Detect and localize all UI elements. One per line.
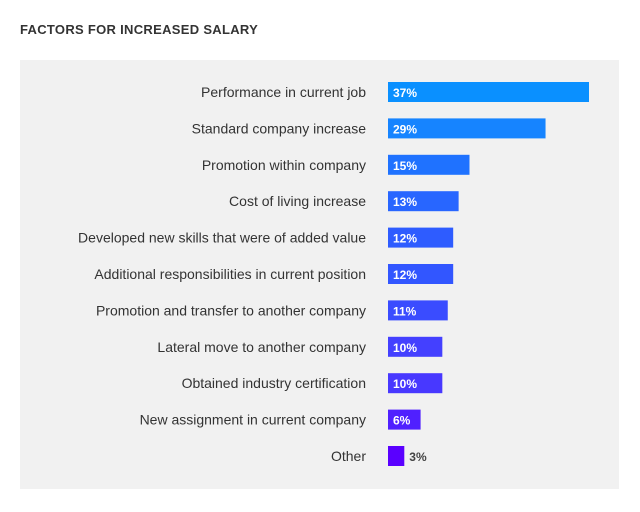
category-label: Promotion within company (202, 157, 366, 173)
data-label: 10% (393, 341, 417, 355)
data-label: 13% (393, 195, 417, 209)
data-label: 12% (393, 268, 417, 282)
category-label: Lateral move to another company (157, 339, 366, 355)
bar (388, 118, 546, 139)
bar (388, 264, 454, 284)
bar (388, 82, 589, 102)
category-label: Promotion and transfer to another compan… (96, 302, 366, 318)
data-label: 29% (393, 122, 417, 136)
category-label: Standard company increase (192, 120, 367, 136)
bar (388, 191, 459, 212)
chart-title: FACTORS FOR INCREASED SALARY (20, 22, 259, 37)
category-label: Other (331, 448, 366, 464)
bar (388, 373, 443, 394)
bar (388, 300, 448, 321)
bar (388, 409, 421, 430)
bar (388, 446, 405, 466)
bar (388, 154, 470, 175)
data-label: 37% (393, 86, 417, 100)
data-label: 6% (393, 414, 411, 428)
category-label: New assignment in current company (140, 412, 366, 428)
category-label: Cost of living increase (229, 193, 366, 209)
bar (388, 336, 443, 357)
data-label: 3% (409, 450, 427, 464)
data-label: 12% (393, 232, 417, 246)
category-label: Obtained industry certification (182, 375, 366, 391)
category-label: Performance in current job (201, 84, 366, 100)
data-label: 11% (393, 304, 417, 318)
bar (388, 227, 454, 248)
category-label: Developed new skills that were of added … (78, 230, 366, 246)
data-label: 15% (393, 159, 417, 173)
category-label: Additional responsibilities in current p… (94, 266, 366, 282)
data-label: 10% (393, 377, 417, 391)
